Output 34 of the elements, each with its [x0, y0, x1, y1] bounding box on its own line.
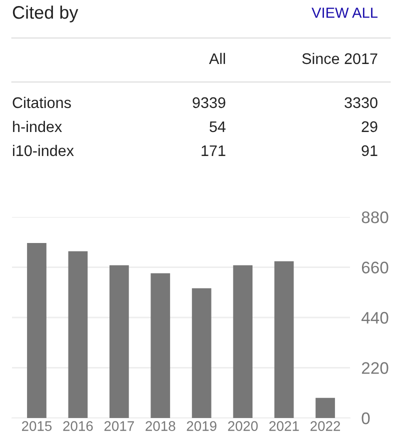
- text: Citations: [12, 96, 71, 108]
- text: h-index: [13, 120, 62, 132]
- x-tick-label: 2018: [146, 421, 176, 431]
- x-tick-label: 2016: [63, 421, 93, 431]
- bar: [150, 273, 170, 418]
- bar: [192, 288, 212, 418]
- text: 54: [210, 121, 226, 132]
- x-tick-label: 2019: [186, 421, 216, 431]
- bar: [316, 398, 335, 418]
- text: i10-index: [13, 144, 74, 156]
- bar: [233, 265, 253, 418]
- text: Since 2017: [302, 52, 378, 64]
- x-tick-label: 2022: [310, 421, 340, 431]
- y-tick-label: 220: [362, 362, 388, 374]
- x-tick-label: 2017: [104, 421, 134, 431]
- text: 29: [362, 121, 378, 132]
- text: 3330: [344, 97, 378, 108]
- bar: [68, 251, 88, 418]
- bar: [109, 265, 129, 418]
- x-tick-label: 2015: [22, 421, 52, 431]
- text: VIEW ALL: [312, 8, 378, 18]
- text: All: [209, 52, 225, 64]
- y-tick-label: 880: [362, 211, 388, 224]
- y-tick-label: 440: [361, 312, 388, 324]
- bar: [274, 261, 294, 418]
- x-tick-label: 2020: [228, 421, 258, 431]
- bar: [27, 243, 46, 418]
- x-tick-label: 2021: [269, 421, 299, 431]
- y-tick-label: 0: [362, 412, 370, 424]
- text: 91: [362, 145, 378, 156]
- text: Cited by: [12, 6, 78, 22]
- text: 9339: [192, 97, 226, 108]
- y-tick-label: 660: [362, 262, 388, 274]
- text: 171: [202, 145, 226, 156]
